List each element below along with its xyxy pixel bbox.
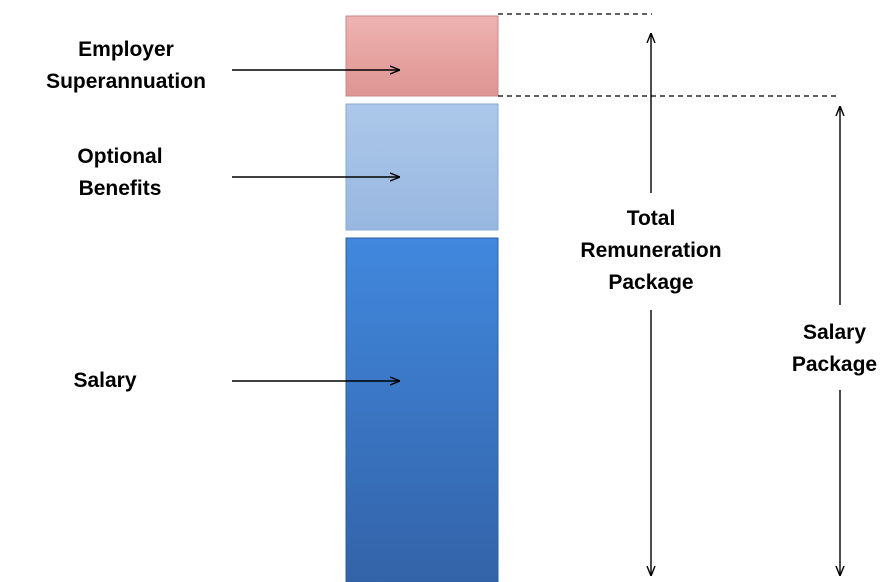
total-package-label-line-1: Total xyxy=(626,207,676,230)
salary-label: Salary xyxy=(40,365,170,397)
total-package-label: Total Remuneration Package xyxy=(556,203,746,299)
total-package-label-line-3: Package xyxy=(608,271,694,294)
salary-package-label-line-2: Package xyxy=(791,353,878,376)
salary-label-line-1: Salary xyxy=(73,369,137,392)
superannuation-label-line-2: Superannuation xyxy=(46,70,206,93)
optional-benefits-segment xyxy=(345,103,499,231)
optional-benefits-label-line-2: Benefits xyxy=(78,177,162,200)
total-package-label-line-2: Remuneration xyxy=(580,239,722,262)
superannuation-label-line-1: Employer xyxy=(78,38,174,61)
salary-package-label: Salary Package xyxy=(782,317,887,381)
salary-package-label-line-1: Salary xyxy=(802,321,867,344)
superannuation-label: Employer Superannuation xyxy=(0,34,252,98)
optional-benefits-label: Optional Benefits xyxy=(40,141,200,205)
optional-benefits-label-line-1: Optional xyxy=(77,145,163,168)
salary-segment xyxy=(345,237,499,582)
superannuation-segment xyxy=(345,15,499,97)
